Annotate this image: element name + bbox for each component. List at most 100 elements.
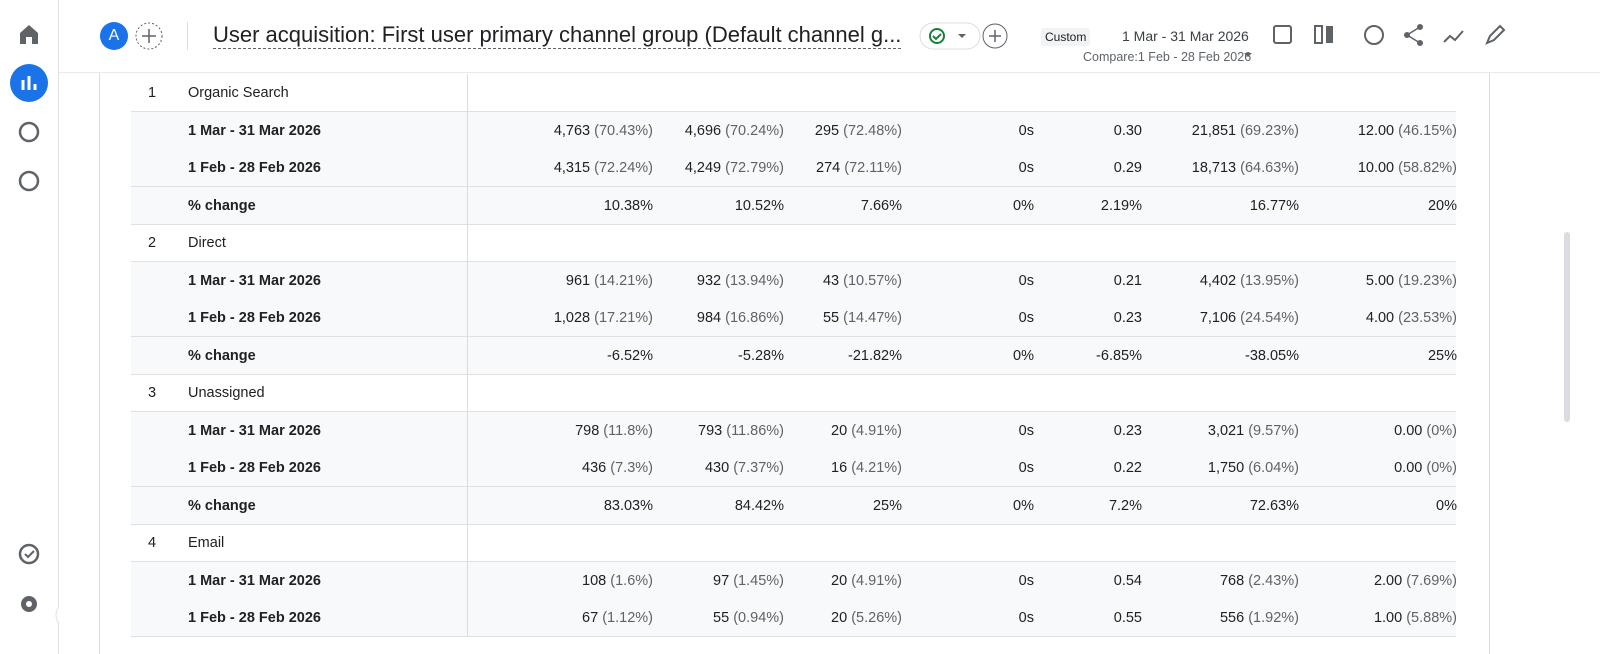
metric-share: (5.26%) — [851, 610, 902, 626]
metric-share: (7.69%) — [1406, 572, 1457, 589]
metric-cell: 0% — [1013, 348, 1034, 364]
trend-icon[interactable] — [1443, 30, 1464, 43]
metric-value: 20% — [1427, 197, 1457, 214]
edit-icon[interactable] — [1485, 24, 1506, 45]
check-glyph — [24, 550, 35, 559]
metric-cell: 43 (10.57%) — [823, 273, 902, 289]
metric-value: 984 — [696, 310, 722, 326]
metric-value: 7.2% — [1108, 497, 1142, 514]
metric-cell: 4.00 (23.53%) — [1366, 310, 1457, 326]
report-title[interactable]: User acquisition: First user primary cha… — [213, 22, 902, 49]
metric-share: (1.12%) — [602, 610, 653, 626]
metric-cell: 10.52% — [735, 198, 784, 214]
advertising-icon[interactable] — [18, 170, 40, 192]
metric-share: (72.79%) — [725, 160, 784, 176]
metric-value: 10.52% — [734, 197, 784, 214]
metric-cell: -6.85% — [1096, 348, 1142, 364]
home-icon[interactable] — [20, 25, 38, 44]
column-divider — [467, 524, 468, 562]
group-name: Organic Search — [188, 85, 289, 101]
metric-value: 21,851 — [1191, 122, 1237, 139]
separator — [187, 22, 188, 50]
metric-share: (11.86%) — [726, 422, 784, 439]
metric-value: 18,713 — [1191, 160, 1237, 176]
metric-cell: 932 (13.94%) — [697, 273, 784, 289]
title-actions[interactable] — [919, 20, 1019, 52]
metric-value: 0s — [1018, 610, 1034, 626]
metric-cell: 4,763 (70.43%) — [554, 123, 653, 139]
metric-cell: 55 (14.47%) — [823, 310, 902, 326]
add-comparison[interactable] — [133, 20, 165, 52]
row-label: % change — [188, 497, 256, 514]
metric-value: -5.28% — [738, 347, 784, 364]
metric-value: 20 — [831, 572, 848, 589]
sub-row: 1 Feb - 28 Feb 2026 1,028 (17.21%) 984 (16… — [131, 299, 1457, 337]
metric-cell: 7.66% — [861, 198, 902, 214]
metric-value: 4,763 — [553, 122, 591, 139]
insights-icon[interactable] — [1364, 25, 1384, 45]
metric-cell: 793 (11.86%) — [698, 423, 784, 439]
metric-share: (0.94%) — [733, 610, 784, 626]
share-lines — [1406, 26, 1421, 44]
metric-cell: 0% — [1013, 498, 1034, 514]
metric-value: 25% — [1427, 347, 1457, 364]
group-name: Email — [188, 535, 225, 551]
metric-cell: 97 (1.45%) — [713, 573, 784, 589]
metric-value: 72.63% — [1249, 497, 1299, 514]
settings-glyph — [26, 601, 32, 607]
metric-value: 0.23 — [1113, 422, 1142, 439]
metric-cell: 0.54 — [1114, 573, 1142, 589]
metric-cell: 0s — [1019, 610, 1034, 626]
metric-share: (72.24%) — [594, 160, 653, 176]
metric-share: (58.82%) — [1398, 160, 1457, 176]
metric-cell: -5.28% — [738, 348, 784, 364]
explore-icon[interactable] — [18, 121, 40, 143]
compare-range: Compare:1 Feb - 28 Feb 2026 — [1083, 50, 1252, 64]
metric-cell: 0.30 — [1114, 123, 1142, 139]
avatar[interactable]: A — [100, 22, 128, 50]
metric-cell: 0.00 (0%) — [1394, 423, 1457, 439]
metric-value: 556 — [1219, 610, 1245, 626]
row-label: % change — [188, 347, 256, 364]
metric-share: (46.15%) — [1398, 122, 1457, 139]
sub-row: 1 Mar - 31 Mar 2026 798 (11.8%) 793 (11.86… — [131, 411, 1457, 450]
metric-cell: 83.03% — [604, 498, 653, 514]
metric-value: 0s — [1018, 122, 1034, 139]
metric-share: (1.92%) — [1248, 610, 1299, 626]
metric-share: (9.57%) — [1248, 422, 1299, 439]
metric-cell: 0s — [1019, 460, 1034, 476]
metric-cell: 7,106 (24.54%) — [1200, 310, 1299, 326]
metric-share: (1.6%) — [610, 572, 653, 589]
date-range[interactable]: 1 Mar - 31 Mar 2026 — [1122, 28, 1249, 44]
note-icon[interactable] — [1273, 25, 1292, 44]
metric-cell: 0% — [1013, 198, 1034, 214]
metric-value: 0.22 — [1113, 460, 1142, 476]
metric-value: -38.05% — [1244, 347, 1299, 364]
sub-row: 1 Mar - 31 Mar 2026 108 (1.6%) 97 (1.45%) 2… — [131, 561, 1457, 600]
metric-value: 0% — [1436, 497, 1457, 514]
group-index: 1 — [148, 85, 157, 101]
metric-cell: 0.29 — [1114, 160, 1142, 176]
metric-value: 10.38% — [603, 197, 653, 214]
group-index: 4 — [148, 535, 157, 551]
compare-icon[interactable] — [1314, 25, 1323, 44]
metric-value: 0s — [1018, 310, 1034, 326]
metric-value: 55 — [822, 310, 840, 326]
metric-share: (72.11%) — [844, 160, 902, 176]
metric-share: (24.54%) — [1240, 310, 1299, 326]
sub-row: % change 83.03% 84.42% 25% 0% 7.2% 72.63% 0% — [131, 486, 1457, 525]
scrollbar[interactable] — [1564, 232, 1570, 422]
row-label: 1 Feb - 28 Feb 2026 — [188, 460, 321, 476]
metric-value: 0.55 — [1113, 610, 1142, 626]
metric-cell: 556 (1.92%) — [1220, 610, 1299, 626]
metric-value: 10.00 — [1357, 160, 1395, 176]
column-divider — [467, 486, 468, 525]
metric-value: 0.00 — [1394, 422, 1423, 439]
metric-cell: -21.82% — [848, 348, 902, 364]
row-label: % change — [188, 197, 256, 214]
metric-cell: 21,851 (69.23%) — [1192, 123, 1299, 139]
insights-icon[interactable] — [18, 543, 40, 565]
metric-cell: 0s — [1019, 423, 1034, 439]
metric-value: -6.52% — [607, 347, 653, 364]
